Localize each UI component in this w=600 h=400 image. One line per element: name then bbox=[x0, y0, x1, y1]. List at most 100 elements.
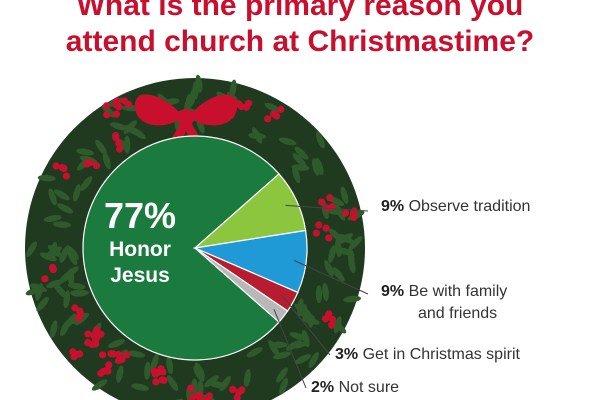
wreath-berry bbox=[160, 376, 168, 384]
wreath-leaf bbox=[116, 365, 124, 383]
callout-line-2 bbox=[293, 260, 369, 295]
wreath-berry bbox=[93, 326, 101, 334]
wreath-leaf bbox=[64, 313, 77, 329]
wreath-leaf bbox=[302, 317, 320, 325]
wreath-leaf bbox=[328, 228, 343, 242]
slice-label-1-text: Observe tradition bbox=[409, 198, 531, 215]
wreath-leaf bbox=[43, 214, 62, 223]
wreath-leaf bbox=[52, 221, 71, 228]
callout-lines bbox=[273, 204, 369, 389]
wreath-berry bbox=[48, 263, 57, 271]
wreath-leaf bbox=[63, 290, 71, 309]
wreath-leaf bbox=[193, 365, 205, 382]
wreath-berry bbox=[325, 310, 333, 318]
wreath-berry bbox=[329, 315, 337, 323]
wreath-leaf bbox=[328, 245, 336, 263]
wreath-berry bbox=[152, 378, 160, 386]
wreath-leaf bbox=[338, 233, 355, 244]
wreath-berry bbox=[69, 348, 77, 356]
wreath-leaf bbox=[246, 347, 263, 358]
wreath-berry bbox=[341, 209, 349, 217]
wreath-leaf bbox=[95, 139, 107, 155]
wreath-leaf bbox=[204, 375, 220, 388]
wreath-leaf bbox=[268, 339, 279, 356]
wreath-leaf bbox=[108, 339, 125, 349]
wreath-leaf bbox=[48, 188, 57, 206]
chart-title: What is the primary reason you attend ch… bbox=[0, 0, 600, 60]
slice-label-3-text: Get in Christmas spirit bbox=[363, 346, 521, 363]
wreath-leaf bbox=[102, 152, 111, 170]
wreath-berry bbox=[205, 392, 213, 400]
wreath-leaf bbox=[58, 270, 74, 284]
wreath-leaf bbox=[343, 295, 361, 303]
slice-label-2-percent: 9% bbox=[381, 283, 409, 300]
wreath-leaf bbox=[166, 356, 174, 375]
wreath-berry bbox=[315, 221, 323, 229]
wreath-berry bbox=[75, 314, 83, 322]
wreath-leaf bbox=[54, 284, 68, 298]
wreath-leaf bbox=[348, 236, 363, 250]
slice-label-4: 2% Not sure bbox=[311, 379, 399, 396]
slice-label-3: 3% Get in Christmas spirit bbox=[335, 346, 521, 363]
slice-label-4-text: Not sure bbox=[339, 379, 400, 396]
wreath-berry bbox=[112, 131, 120, 140]
wreath-berry bbox=[116, 145, 124, 153]
wreath-berry bbox=[159, 368, 167, 376]
wreath-berry bbox=[101, 367, 109, 375]
wreath-leaf bbox=[130, 127, 146, 140]
wreath-berry bbox=[84, 338, 92, 347]
wreath-leaf bbox=[26, 241, 37, 258]
wreath-berry bbox=[189, 393, 197, 400]
wreath-leaf bbox=[127, 350, 146, 358]
wreath-berry bbox=[328, 321, 336, 329]
wreath-leaf bbox=[71, 289, 89, 297]
wreath-berry bbox=[92, 162, 101, 170]
wreath-leaf bbox=[348, 255, 356, 274]
bow-left-loop bbox=[134, 94, 182, 126]
wreath-leaf bbox=[185, 93, 193, 112]
wreath-leaf bbox=[308, 351, 319, 368]
wreath-berry bbox=[84, 330, 92, 338]
wreath-leaf bbox=[251, 127, 263, 144]
wreath-berry bbox=[229, 385, 237, 393]
wreath-berry bbox=[103, 111, 111, 119]
wreath-leaf bbox=[322, 283, 329, 301]
wreath-berry bbox=[118, 355, 126, 363]
wreath-leaf bbox=[37, 174, 56, 182]
main-slice-percent: 77% bbox=[104, 195, 176, 236]
wreath-leaf bbox=[332, 320, 347, 334]
wreath-berry bbox=[349, 209, 357, 218]
wreath-leaf bbox=[50, 320, 58, 338]
wreath-berry bbox=[264, 115, 272, 123]
wreath-leaf bbox=[131, 383, 149, 391]
main-slice-label: 77% Honor Jesus bbox=[104, 195, 176, 287]
wreath-berry bbox=[60, 164, 68, 172]
wreath-leaf bbox=[315, 285, 323, 304]
slice-label-2-text-line-2: and friends bbox=[418, 305, 497, 322]
wreath-berry bbox=[102, 102, 111, 110]
wreath-leaf bbox=[59, 246, 69, 263]
wreath-berry bbox=[113, 97, 121, 105]
wreath-berry bbox=[62, 172, 70, 180]
wreath-berry bbox=[326, 194, 334, 202]
wreath-leaf bbox=[264, 102, 282, 113]
wreath-leaf bbox=[315, 157, 324, 176]
wreath-leaf bbox=[340, 186, 349, 204]
wreath-leaf bbox=[91, 379, 108, 391]
wreath-berry bbox=[99, 351, 107, 359]
wreath-leaf bbox=[292, 165, 301, 184]
wreath-leaf bbox=[278, 137, 297, 146]
bow-right-loop bbox=[190, 94, 238, 126]
callout-line-1 bbox=[285, 204, 369, 212]
wreath-berry bbox=[196, 395, 204, 400]
wreath-berry bbox=[115, 103, 123, 111]
wreath-leaf bbox=[72, 184, 81, 202]
wreath-leaf bbox=[311, 158, 320, 176]
wreath-leaf bbox=[80, 176, 93, 191]
wreath-berry bbox=[76, 307, 84, 315]
wreath-berry bbox=[242, 103, 250, 111]
wreath-berry bbox=[107, 350, 115, 358]
main-slice-label-line-2: Jesus bbox=[110, 264, 170, 287]
wreath-leaf bbox=[315, 131, 325, 149]
wreath-berry bbox=[41, 275, 49, 283]
